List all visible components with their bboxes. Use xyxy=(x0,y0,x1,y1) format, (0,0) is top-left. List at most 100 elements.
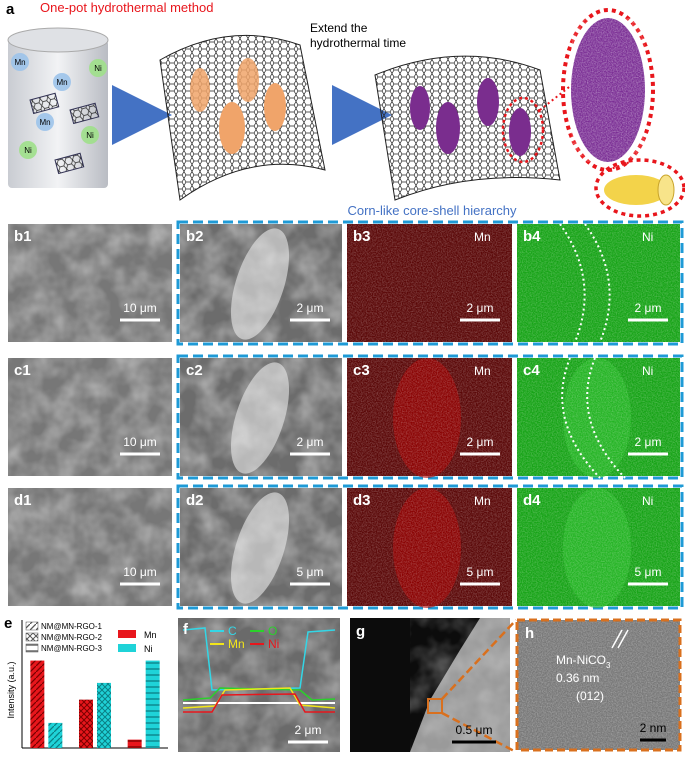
texture xyxy=(347,488,512,606)
legend-swatch xyxy=(118,630,136,638)
beaker-top xyxy=(7,27,109,53)
ion-label: Mn xyxy=(14,58,25,67)
texture xyxy=(180,358,342,476)
scale-label: 5 μm xyxy=(297,565,324,579)
scale-label: 5 μm xyxy=(467,565,494,579)
scale-label: 2 μm xyxy=(635,301,662,315)
phase-label: Mn-NiCO xyxy=(556,653,606,667)
scale-label: 2 μm xyxy=(295,723,322,737)
panel-a: a One-pot hydrothermal method Mn Mn Mn Ni Ni… xyxy=(6,0,685,218)
y-axis-title: Intensity (a.u.) xyxy=(6,661,16,718)
legend-label: NM@MN-RGO-3 xyxy=(41,644,103,653)
panel-label: b3 xyxy=(353,228,371,245)
panel-label: b4 xyxy=(523,228,541,245)
plane-label: (012) xyxy=(576,689,604,703)
ions: Mn Mn Mn Ni Ni Ni xyxy=(11,53,107,175)
panel-label: d3 xyxy=(353,492,371,509)
bar xyxy=(127,739,142,748)
scale-label: 10 μm xyxy=(123,301,157,315)
rgo-flake xyxy=(29,92,60,115)
scale-label: 10 μm xyxy=(123,435,157,449)
spacing-label: 0.36 nm xyxy=(556,671,599,685)
line-profile xyxy=(182,687,336,709)
corn-end xyxy=(657,174,675,206)
lattice-mark xyxy=(611,629,623,649)
caption: Corn-like core-shell hierarchy xyxy=(347,203,517,218)
method-label: One-pot hydrothermal method xyxy=(40,0,213,15)
scale-label: 2 μm xyxy=(635,435,662,449)
legend-label: NM@MN-RGO-2 xyxy=(41,633,103,642)
bottom-row: e Intensity (a.u.) NM@MN-RGO-1 NM@MN-RGO-2 N… xyxy=(4,615,682,754)
ion xyxy=(11,53,29,71)
texture xyxy=(178,618,340,752)
legend-swatch xyxy=(118,644,136,652)
legend-label: C xyxy=(228,624,237,638)
panel-label: d1 xyxy=(14,492,32,509)
zoom-circle xyxy=(501,96,545,164)
particle xyxy=(219,102,245,154)
texture xyxy=(517,620,680,750)
rgo-flake xyxy=(54,152,85,175)
element-label: Ni xyxy=(642,494,653,508)
panel-label: g xyxy=(356,623,365,640)
panel-label: c1 xyxy=(14,362,31,379)
particle xyxy=(509,108,531,156)
element-label: Mn xyxy=(474,230,491,244)
panel-label: b1 xyxy=(14,228,32,245)
element-label: Ni xyxy=(642,364,653,378)
legend-label: NM@MN-RGO-1 xyxy=(41,622,103,631)
texture xyxy=(347,224,512,342)
scale-label: 2 μm xyxy=(467,435,494,449)
zoom-line xyxy=(441,619,517,700)
scale-label: 2 μm xyxy=(297,301,324,315)
frame xyxy=(176,220,684,346)
element-label: Mn xyxy=(474,364,491,378)
ion-label: Ni xyxy=(86,131,94,140)
texture xyxy=(8,358,172,476)
scale-label: 0.5 μm xyxy=(456,723,493,737)
scale-label: 5 μm xyxy=(635,565,662,579)
boundary-line xyxy=(559,223,586,343)
panel-label: d4 xyxy=(523,492,541,509)
legend-label: Ni xyxy=(268,637,279,651)
scale-label: 2 μm xyxy=(297,435,324,449)
zoom-line xyxy=(441,711,517,754)
panel-label: c2 xyxy=(186,362,203,379)
scale-label: 2 μm xyxy=(467,301,494,315)
panel-label: c3 xyxy=(353,362,370,379)
texture xyxy=(517,488,680,606)
texture xyxy=(517,224,680,342)
legend-label: Ni xyxy=(144,644,153,654)
bar xyxy=(145,660,160,748)
texture xyxy=(8,488,172,606)
scale-label: 10 μm xyxy=(123,565,157,579)
bar xyxy=(97,682,111,748)
scale-label: 2 nm xyxy=(640,721,667,735)
bar xyxy=(79,699,93,748)
legend-swatch xyxy=(25,632,39,642)
legend-swatch xyxy=(25,643,39,653)
legend-label: Mn xyxy=(228,637,245,651)
zoom-circle xyxy=(594,158,685,218)
frame xyxy=(176,354,684,480)
texture xyxy=(517,358,680,476)
element-label: Ni xyxy=(642,230,653,244)
texture xyxy=(180,488,342,606)
zoom-line xyxy=(607,161,631,171)
ion xyxy=(19,141,37,159)
texture xyxy=(410,618,510,752)
ion xyxy=(89,59,107,77)
particle xyxy=(190,68,210,112)
texture xyxy=(347,358,512,476)
image-grid: b1 10 μm b2 2 μm b3 Mn 2 μm b4 Ni 2 μm c1 10 μm c2 2 … xyxy=(8,220,684,610)
ion-label: Mn xyxy=(39,118,50,127)
panel-label: b2 xyxy=(186,228,204,245)
particle xyxy=(410,86,430,130)
corn xyxy=(604,175,668,205)
panel-label: c4 xyxy=(523,362,540,379)
phase-subscript: 3 xyxy=(606,661,611,670)
ion-label: Mn xyxy=(56,78,67,87)
particle xyxy=(264,83,286,131)
ion xyxy=(81,126,99,144)
